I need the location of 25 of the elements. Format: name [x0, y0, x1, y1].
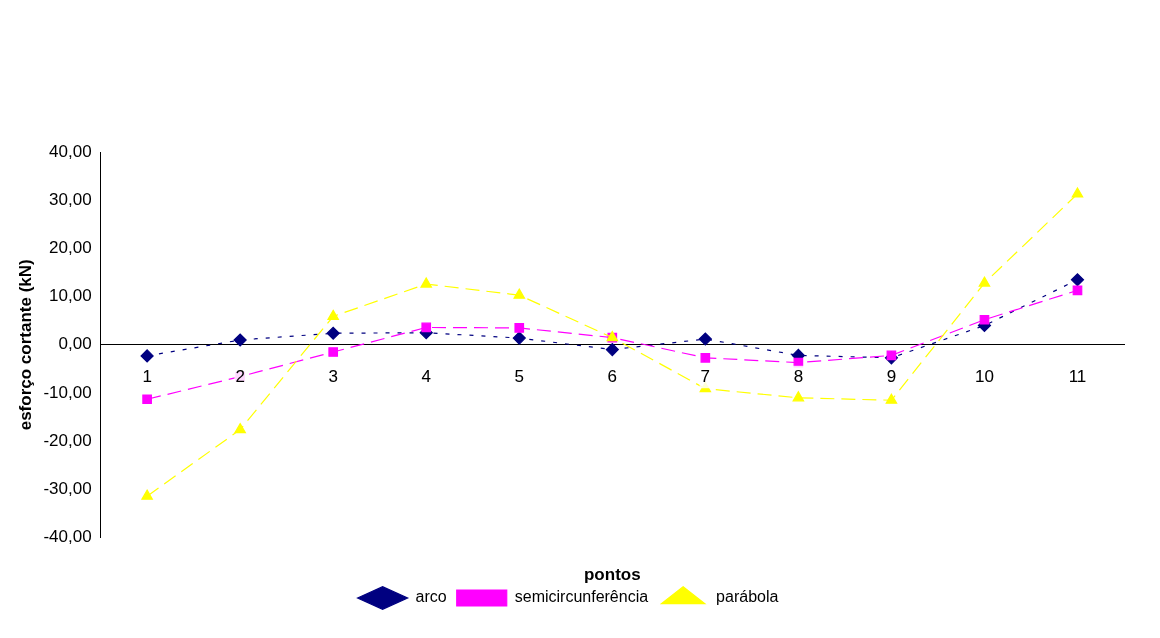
x-tick-label: 3	[328, 366, 338, 386]
legend-label: semicircunferência	[514, 588, 649, 606]
legend-label: arco	[415, 588, 447, 606]
y-tick-label: -20,00	[43, 430, 92, 450]
x-axis-title: pontos	[583, 565, 641, 585]
y-tick-label: -30,00	[43, 479, 92, 499]
y-tick-label: -10,00	[43, 382, 92, 402]
x-tick-label: 7	[700, 366, 711, 386]
x-tick-label: 10	[974, 366, 994, 386]
y-tick-label: 20,00	[49, 238, 92, 258]
x-tick-label: 5	[514, 366, 524, 386]
y-tick-label: 10,00	[49, 286, 92, 306]
y-tick-label: 40,00	[49, 141, 92, 161]
x-tick-label: 8	[793, 366, 804, 386]
x-tick-label: 4	[421, 366, 431, 386]
x-tick-label: 9	[886, 366, 897, 386]
y-tick-label: -40,00	[43, 527, 92, 547]
x-tick-label: 1	[142, 366, 152, 386]
y-tick-label: 0,00	[58, 334, 92, 354]
y-axis-title: esforço cortante (kN)	[15, 259, 35, 431]
y-tick-label: 30,00	[49, 189, 92, 209]
x-tick-label: 2	[235, 366, 245, 386]
x-tick-label: 11	[1068, 366, 1087, 386]
x-tick-label: 6	[607, 366, 618, 386]
legend-label: parábola	[716, 588, 779, 606]
